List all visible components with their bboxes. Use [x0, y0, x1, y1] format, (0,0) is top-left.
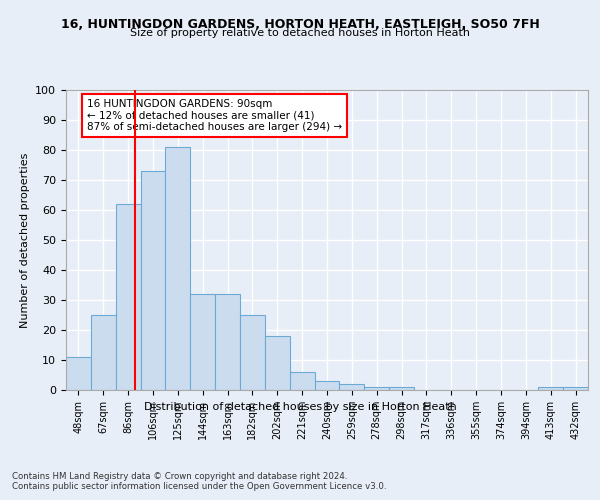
- Text: 16 HUNTINGDON GARDENS: 90sqm
← 12% of detached houses are smaller (41)
87% of se: 16 HUNTINGDON GARDENS: 90sqm ← 12% of de…: [87, 99, 342, 132]
- Text: Distribution of detached houses by size in Horton Heath: Distribution of detached houses by size …: [143, 402, 457, 412]
- Bar: [166, 147, 190, 390]
- Bar: [215, 294, 240, 390]
- Bar: [314, 381, 340, 390]
- Bar: [340, 384, 364, 390]
- Bar: [364, 387, 389, 390]
- Text: Size of property relative to detached houses in Horton Heath: Size of property relative to detached ho…: [130, 28, 470, 38]
- Bar: [538, 387, 563, 390]
- Bar: [140, 171, 166, 390]
- Bar: [290, 372, 314, 390]
- Bar: [563, 387, 588, 390]
- Bar: [240, 315, 265, 390]
- Text: Contains public sector information licensed under the Open Government Licence v3: Contains public sector information licen…: [12, 482, 386, 491]
- Bar: [190, 294, 215, 390]
- Bar: [116, 204, 140, 390]
- Bar: [389, 387, 414, 390]
- Bar: [91, 315, 116, 390]
- Y-axis label: Number of detached properties: Number of detached properties: [20, 152, 30, 328]
- Text: Contains HM Land Registry data © Crown copyright and database right 2024.: Contains HM Land Registry data © Crown c…: [12, 472, 347, 481]
- Bar: [265, 336, 290, 390]
- Text: 16, HUNTINGDON GARDENS, HORTON HEATH, EASTLEIGH, SO50 7FH: 16, HUNTINGDON GARDENS, HORTON HEATH, EA…: [61, 18, 539, 30]
- Bar: [66, 357, 91, 390]
